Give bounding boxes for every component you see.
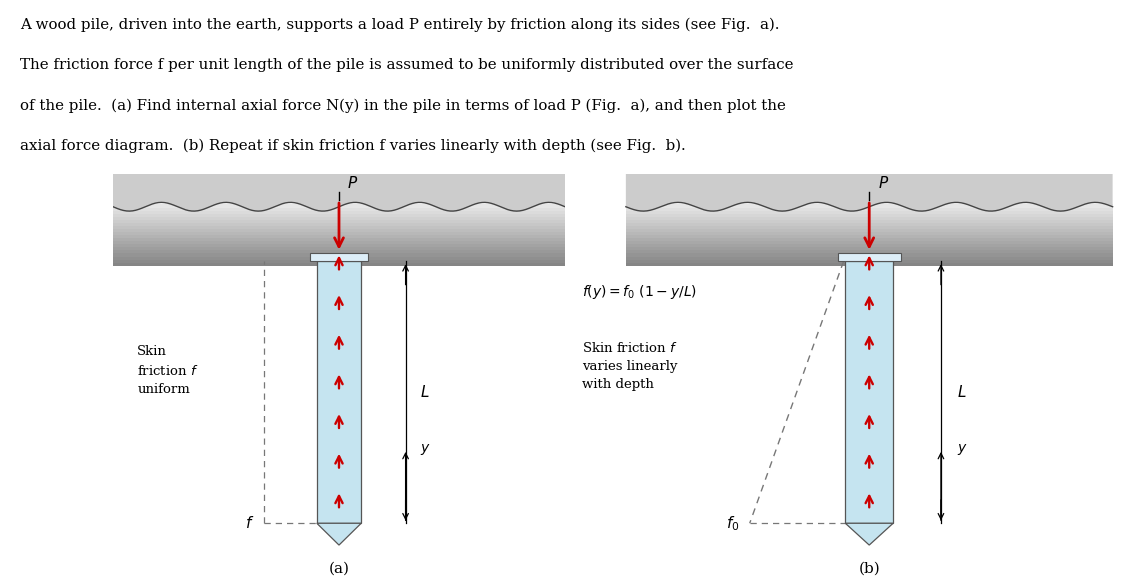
- Bar: [113, 229, 565, 232]
- Bar: [626, 223, 1113, 226]
- Bar: [626, 207, 1113, 211]
- Bar: [626, 226, 1113, 229]
- Text: of the pile.  (a) Find internal axial force N(y) in the pile in terms of load P : of the pile. (a) Find internal axial for…: [20, 98, 786, 113]
- Bar: [626, 231, 1113, 235]
- Bar: [626, 235, 1113, 238]
- Bar: [316, 262, 362, 523]
- Bar: [113, 241, 565, 244]
- Bar: [113, 244, 565, 247]
- Bar: [626, 210, 1113, 213]
- Bar: [113, 256, 565, 260]
- Bar: [626, 219, 1113, 223]
- Bar: [113, 223, 565, 226]
- Text: $f$: $f$: [245, 515, 254, 531]
- Bar: [626, 253, 1113, 256]
- Text: $y$: $y$: [957, 441, 967, 456]
- Bar: [626, 229, 1113, 232]
- Bar: [113, 210, 565, 213]
- Text: $P$: $P$: [347, 176, 358, 191]
- Bar: [626, 238, 1113, 241]
- Text: $L$: $L$: [957, 385, 966, 400]
- Text: $f(y) = f_0\ (1 - y/L)$: $f(y) = f_0\ (1 - y/L)$: [582, 283, 697, 301]
- Polygon shape: [845, 523, 893, 545]
- Text: The friction force f per unit length of the pile is assumed to be uniformly dist: The friction force f per unit length of …: [20, 58, 793, 72]
- Bar: [626, 256, 1113, 260]
- Bar: [113, 235, 565, 238]
- Bar: [113, 262, 565, 266]
- Bar: [626, 259, 1113, 263]
- Polygon shape: [316, 523, 362, 545]
- Bar: [838, 252, 901, 262]
- Bar: [113, 231, 565, 235]
- Bar: [626, 213, 1113, 217]
- Bar: [113, 226, 565, 229]
- Bar: [626, 250, 1113, 253]
- Polygon shape: [113, 174, 565, 211]
- Text: $P$: $P$: [878, 176, 889, 191]
- Text: $y$: $y$: [420, 441, 431, 456]
- Bar: [310, 252, 368, 262]
- Bar: [626, 216, 1113, 220]
- Bar: [626, 262, 1113, 266]
- Bar: [626, 247, 1113, 251]
- Text: axial force diagram.  (b) Repeat if skin friction f varies linearly with depth (: axial force diagram. (b) Repeat if skin …: [20, 139, 686, 153]
- Text: Skin friction $f$
varies linearly
with depth: Skin friction $f$ varies linearly with d…: [582, 341, 678, 391]
- Bar: [626, 204, 1113, 208]
- Bar: [113, 219, 565, 223]
- Text: A wood pile, driven into the earth, supports a load P entirely by friction along: A wood pile, driven into the earth, supp…: [20, 17, 780, 32]
- Text: $L$: $L$: [420, 385, 429, 400]
- Bar: [113, 216, 565, 220]
- Text: (a): (a): [329, 562, 349, 576]
- Bar: [626, 244, 1113, 247]
- Polygon shape: [626, 174, 1113, 211]
- Bar: [626, 241, 1113, 244]
- Bar: [113, 204, 565, 208]
- Text: $f_0$: $f_0$: [725, 514, 739, 532]
- Text: Skin
friction $f$
uniform: Skin friction $f$ uniform: [137, 345, 199, 396]
- Bar: [113, 213, 565, 217]
- Bar: [113, 250, 565, 253]
- Bar: [845, 262, 893, 523]
- Bar: [113, 253, 565, 256]
- Bar: [113, 259, 565, 263]
- Bar: [113, 238, 565, 241]
- Bar: [113, 247, 565, 251]
- Bar: [113, 207, 565, 211]
- Text: (b): (b): [859, 562, 880, 576]
